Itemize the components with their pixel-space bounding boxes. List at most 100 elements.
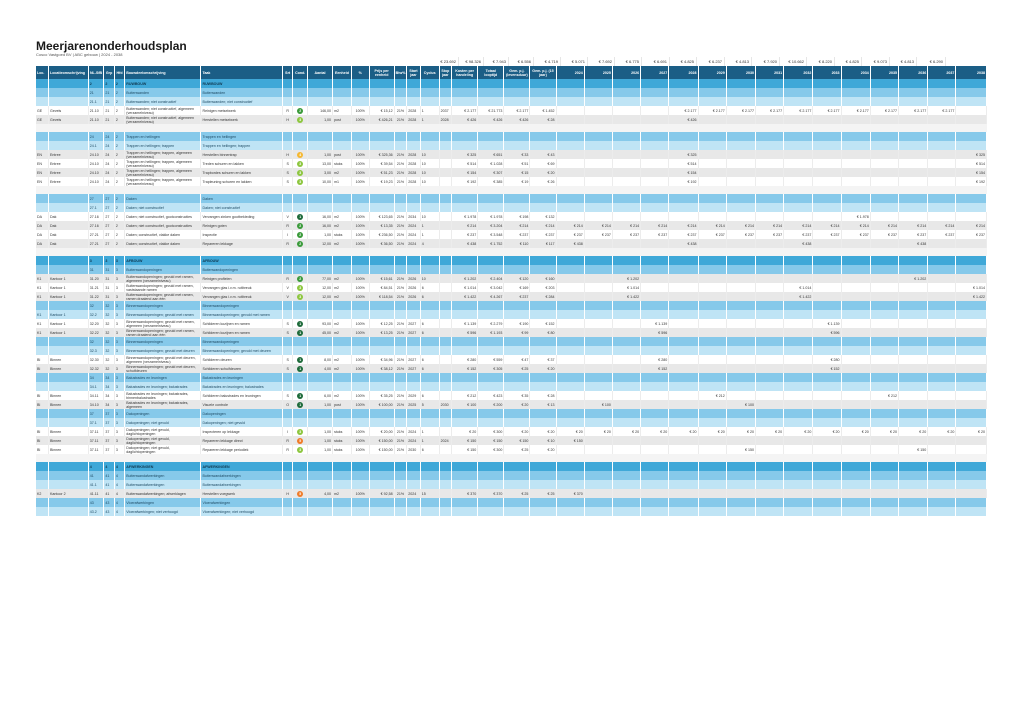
table-row[interactable]: DA Dak 27.21 27 2 Daken; constructief, vlakke… (36, 239, 987, 248)
group-header-row[interactable]: K1 Kantoor 1 32.2 32 3 Binnenwandopeningen; g… (36, 310, 987, 319)
cell-bouwdeel: Buitenwanden; niet constructief, algemee… (124, 106, 202, 115)
group-header-row[interactable]: 37 37 3 Dakopeningen Dakopeningen (36, 409, 987, 418)
cell-start: 2026 (406, 283, 421, 292)
column-header[interactable]: NL-SfB (88, 66, 105, 79)
column-header[interactable]: Start jaar (406, 66, 421, 79)
column-header[interactable]: Hfd (114, 66, 126, 79)
column-header[interactable]: Loc. (36, 66, 50, 79)
group-header-row[interactable]: 31 31 3 Buitenwandopeningen Buitenwandopenin… (36, 265, 987, 274)
table-row[interactable]: EN Entree 24.10 24 2 Trappen en hellingen; tr… (36, 177, 987, 186)
cell-hfd: 3 (114, 427, 126, 436)
column-header[interactable]: Eenheid (332, 66, 352, 79)
group-header-row[interactable]: 24.1 24 2 Trappen en hellingen; trappen Trap… (36, 141, 987, 150)
table-row[interactable]: BI Binnen 37.11 37 3 Dakopeningen; niet gevul… (36, 445, 987, 454)
column-header[interactable]: 2032 (783, 66, 814, 79)
table-row[interactable]: BI Binnen 37.11 37 3 Dakopeningen; niet gevul… (36, 427, 987, 436)
column-header[interactable]: % (351, 66, 370, 79)
table-row[interactable]: DA Dak 27.16 27 2 Daken; niet constructief, g… (36, 212, 987, 221)
column-header[interactable]: 2026 (612, 66, 642, 79)
group-header-row[interactable]: 21 21 2 Buitenwanden Buitenwanden (36, 88, 987, 97)
column-header[interactable]: 2025 (584, 66, 613, 79)
group-header-row[interactable]: 41.1 41 4 Buitenwandafwerkingen Buitenwandaf… (36, 480, 987, 489)
table-row[interactable]: K1 Kantoor 1 32.20 32 3 Binnenwandopeningen; … (36, 319, 987, 328)
group-header-row[interactable]: 4 4 4 AFWERKINGEN AFWERKINGEN (36, 462, 987, 471)
table-row[interactable]: K2 Kantoor 2 41.11 41 4 Buitenwandafwerkingen… (36, 489, 987, 498)
column-header[interactable]: Taak (200, 66, 283, 79)
column-header[interactable]: Locatieomschrijving (48, 66, 89, 79)
column-header[interactable]: Kosten per handeling (451, 66, 479, 79)
cell-taak: Herstellen voegwerk (200, 489, 283, 498)
cell-taak: Schilderen kozijnen en ramen (200, 319, 283, 328)
group-header-row[interactable]: 34 34 3 Balustrades en leuningen Balustrades… (36, 373, 987, 382)
cell-start: 2028 (406, 159, 421, 168)
cell-srt (282, 471, 294, 480)
column-header[interactable]: Stop jaar (439, 66, 453, 79)
cell-year (783, 97, 814, 106)
table-row[interactable]: K1 Kantoor 1 31.20 31 3 Buitenwandopeningen; … (36, 274, 987, 283)
column-header[interactable]: 2028 (668, 66, 699, 79)
table-row[interactable]: DA Dak 27.21 27 2 Daken; constructief, vlakke… (36, 230, 987, 239)
group-header-row[interactable]: 2 2 2 RUWBOUW RUWBOUW (36, 79, 987, 88)
table-row[interactable]: GE Gevels 21.10 21 2 Buitenwanden; niet const… (36, 115, 987, 124)
table-row[interactable]: GE Gevels 21.10 21 2 Buitenwanden; niet const… (36, 106, 987, 115)
cell-year (955, 328, 987, 337)
column-header[interactable]: 2031 (755, 66, 785, 79)
group-header-row[interactable]: 27 27 2 Daken Daken (36, 194, 987, 203)
column-header[interactable]: Bouwdeelomschrijving (124, 66, 202, 79)
cell-cyclus: 5 (420, 400, 440, 409)
column-header[interactable]: Gem. p.j. (15 jaar) (529, 66, 557, 79)
table-row[interactable]: DA Dak 27.16 27 2 Daken; niet constructief, g… (36, 221, 987, 230)
column-header[interactable]: 2035 (870, 66, 899, 79)
group-header-row[interactable]: 3 3 3 AFBOUW AFBOUW (36, 256, 987, 265)
column-header[interactable]: 2036 (898, 66, 929, 79)
column-header[interactable]: 2038 (955, 66, 987, 79)
group-header-row[interactable]: 32.3 32 3 Binnenwandopeningen; gevuld met d… (36, 346, 987, 355)
group-header-row[interactable]: 24 24 2 Trappen en hellingen Trappen en hell… (36, 132, 987, 141)
group-header-row[interactable]: 37.1 37 3 Dakopeningen; niet gevuld Dakopeni… (36, 418, 987, 427)
table-row[interactable]: BI Binnen 34.10 34 3 Balustrades en leuningen… (36, 400, 987, 409)
table-row[interactable]: BI Binnen 32.32 32 3 Binnenwandopeningen; gev… (36, 364, 987, 373)
group-header-row[interactable]: 43.2 43 4 Vloerafwerkingen; niet verhoogd Vl… (36, 507, 987, 516)
cell-year (812, 346, 842, 355)
cell-year (698, 301, 727, 310)
table-row[interactable]: K1 Kantoor 1 32.22 32 3 Binnenwandopeningen; … (36, 328, 987, 337)
column-header[interactable]: 2024 (556, 66, 585, 79)
column-header[interactable]: Srt (282, 66, 294, 79)
cell-year: € 1.014 (955, 283, 987, 292)
column-header[interactable]: 2029 (698, 66, 727, 79)
cell-gem_lev (503, 462, 531, 471)
cell-year (783, 203, 814, 212)
group-header-row[interactable]: 43 43 4 Vloerafwerkingen Vloerafwerkingen (36, 498, 987, 507)
column-header[interactable]: 2037 (927, 66, 957, 79)
group-header-row[interactable]: 21.1 21 2 Buitenwanden; niet constructief Bu… (36, 97, 987, 106)
column-header[interactable]: Aantal (307, 66, 334, 79)
cell-gem_lev (503, 409, 531, 418)
column-header[interactable]: 2033 (812, 66, 842, 79)
column-header[interactable]: 2030 (726, 66, 756, 79)
group-header-row[interactable]: 32 32 3 Binnenwandopeningen Binnenwandopenin… (36, 301, 987, 310)
column-header[interactable]: 2034 (841, 66, 871, 79)
group-header-row[interactable]: 27.1 27 2 Daken; niet constructief Daken; ni… (36, 203, 987, 212)
cell-cond: 1 (292, 391, 308, 400)
table-row[interactable]: K1 Kantoor 1 31.21 31 3 Buitenwandopeningen; … (36, 283, 987, 292)
cell-year (955, 355, 987, 364)
table-row[interactable]: BI Binnen 37.11 37 3 Dakopeningen; niet gevul… (36, 436, 987, 445)
table-row[interactable]: K1 Kantoor 1 31.22 31 3 Buitenwandopeningen; … (36, 292, 987, 301)
column-header[interactable]: Totaal looptijd (477, 66, 505, 79)
table-row[interactable]: EN Entree 24.10 24 2 Trappen en hellingen; tr… (36, 159, 987, 168)
table-row[interactable]: BI Binnen 34.11 34 3 Balustrades en leuningen… (36, 391, 987, 400)
cell-loc: BI (36, 355, 50, 364)
column-header[interactable]: Cond. (292, 66, 308, 79)
group-header-row[interactable]: 34.1 34 3 Balustrades en leuningen; balustr… (36, 382, 987, 391)
table-row[interactable]: EN Entree 24.10 24 2 Trappen en hellingen; tr… (36, 168, 987, 177)
group-header-row[interactable]: 41 41 4 Buitenwandafwerkingen Buitenwandafwe… (36, 471, 987, 480)
column-header[interactable]: Grp (103, 66, 115, 79)
group-header-row[interactable]: 32 32 3 Binnenwandopeningen Binnenwandopenin… (36, 337, 987, 346)
column-header[interactable]: Cyclus (420, 66, 440, 79)
table-row[interactable]: BI Binnen 32.30 32 3 Binnenwandopeningen; gev… (36, 355, 987, 364)
column-header[interactable]: Prijs per eenheid (369, 66, 395, 79)
column-header[interactable]: Btw% (394, 66, 408, 79)
table-row[interactable]: EN Entree 24.10 24 2 Trappen en hellingen; tr… (36, 150, 987, 159)
column-header[interactable]: 2027 (640, 66, 670, 79)
column-header[interactable]: Gem. p.j. (levensduur) (503, 66, 531, 79)
